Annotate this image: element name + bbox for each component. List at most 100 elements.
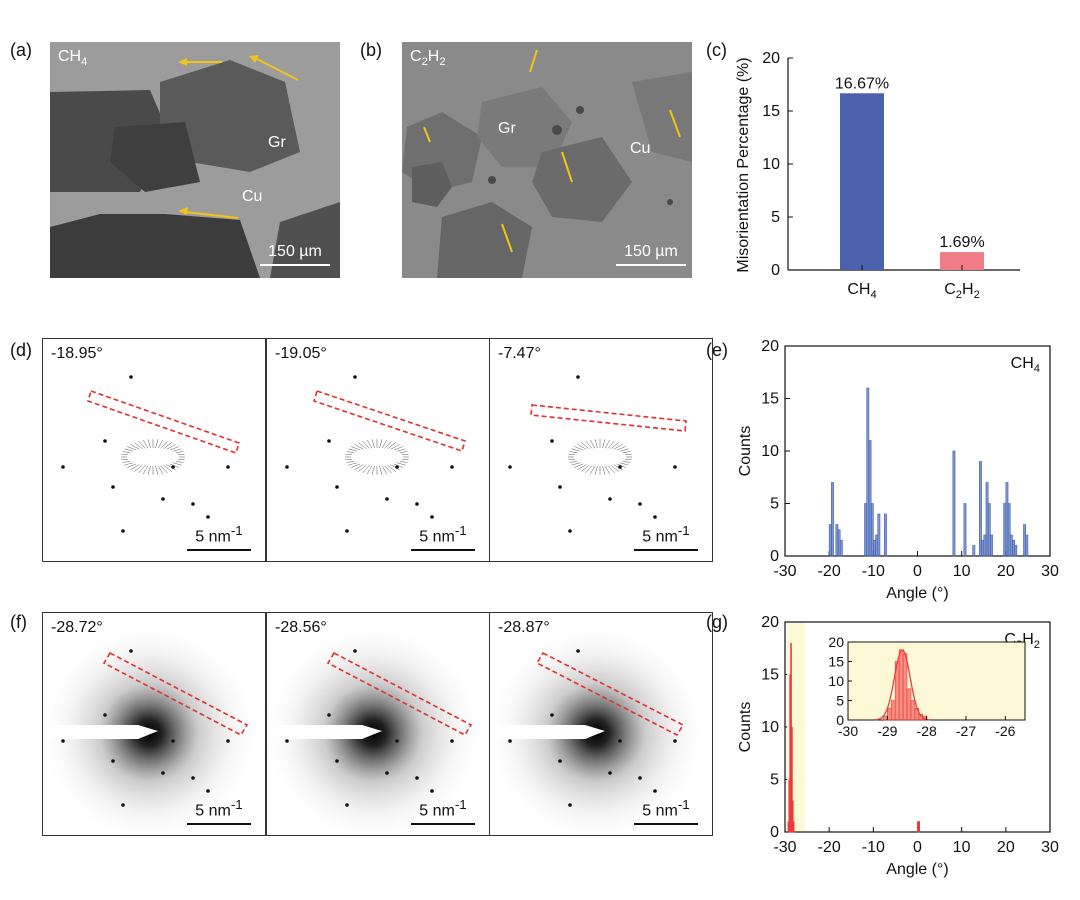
diffraction-spot [121, 803, 125, 807]
histogram-bar [1009, 534, 1013, 557]
x-tick-label: 20 [997, 839, 1015, 856]
inset-bar [910, 700, 916, 721]
scale-bar: 150 µm [260, 240, 330, 266]
diffraction-spot [191, 502, 195, 506]
diffraction-spot [353, 375, 357, 379]
x-tick-label: 10 [953, 839, 971, 856]
x-tick-label: -10 [862, 563, 885, 580]
gas-label-c2h2: C2H2 [410, 48, 446, 69]
diffraction-spot [103, 713, 107, 717]
inset-y-tick-label: 15 [828, 654, 844, 670]
diffraction-spot [618, 739, 622, 743]
x-tick-label: 20 [997, 563, 1015, 580]
x-tick-label: -10 [862, 839, 885, 856]
x-tick-label: -30 [773, 563, 796, 580]
diffraction-spot [61, 739, 65, 743]
histogram-bar [792, 800, 794, 832]
inset-y-tick-label: 10 [828, 673, 844, 689]
diffraction-spot [638, 776, 642, 780]
diffraction-spot [226, 465, 230, 469]
histogram-bar [981, 539, 985, 557]
y-tick-label: 0 [770, 824, 779, 841]
histogram-bar [790, 643, 792, 832]
diffraction-spot [345, 529, 349, 533]
diffraction-spot [618, 465, 622, 469]
y-tick-label: 20 [761, 338, 779, 355]
histogram-bar [1007, 503, 1011, 557]
diffraction-spot [576, 375, 580, 379]
gaussian-fit-curve [875, 649, 931, 721]
x-tick-label: 30 [1041, 563, 1059, 580]
inset-bar [902, 653, 908, 721]
diffraction-spot [111, 759, 115, 763]
y-tick-label: 5 [771, 209, 780, 226]
scale-bar: 5 nm-1 [411, 797, 475, 825]
x-tick-label: 10 [953, 563, 971, 580]
ch4-angle-histogram: -30 -20 -10 0 10 20 30 0 5 10 15 20 Angle (°) Counts C… [737, 338, 1059, 602]
diffraction-spot [608, 771, 612, 775]
diffraction-spot [121, 529, 125, 533]
diffraction-spot [226, 739, 230, 743]
panel-label-g: (g) [706, 612, 728, 632]
inset-x-tick-label: -27 [956, 723, 976, 739]
histogram-bar [831, 482, 834, 557]
x-tick-label: 0 [913, 839, 922, 856]
diffraction-spot [550, 439, 554, 443]
diffraction-spot [673, 739, 677, 743]
inset-y-tick-label: 0 [836, 712, 844, 728]
inset-x-tick-label: -29 [877, 723, 897, 739]
histogram-bar [875, 534, 879, 557]
diffraction-spot [206, 789, 210, 793]
histogram-bar [1014, 545, 1018, 557]
d-pattern-3: -7.47° 5 nm-1 [489, 338, 713, 562]
diffraction-spot [353, 649, 357, 653]
x-tick-label: -20 [818, 563, 841, 580]
panel-label-f: (f) [10, 612, 27, 632]
rotation-angle: -28.87° [498, 619, 550, 636]
histogram-bar [917, 821, 919, 832]
misorientation-bar-chart: 0 5 10 15 20 16.67% CH4 1.69% C2H2 Misorientation… [735, 50, 1020, 301]
diffraction-spot [161, 771, 165, 775]
beam-stop [267, 725, 382, 739]
histogram-bar [952, 450, 956, 557]
panel-label-e: (e) [706, 340, 728, 360]
diffraction-spot [335, 759, 339, 763]
inset-bar [883, 715, 888, 721]
panel-label-c: (c) [706, 40, 727, 60]
d-pattern-1: -18.95° 5 nm-1 [42, 338, 266, 562]
x-tick-label: -30 [773, 839, 796, 856]
histogram-bar [788, 779, 791, 832]
diffraction-spot [345, 803, 349, 807]
histogram-bar [1023, 524, 1027, 557]
histogram-bar [870, 503, 874, 557]
beam-stop [43, 725, 158, 739]
inset-bar [898, 649, 904, 721]
histogram-bar [792, 821, 795, 832]
series-annotation: CH4 [1011, 355, 1040, 375]
diffraction-spot [508, 465, 512, 469]
diffraction-spot [385, 497, 389, 501]
diffraction-spot [385, 771, 389, 775]
diffraction-spot [608, 497, 612, 501]
diffraction-spot [558, 485, 562, 489]
sem-image-ch4: CH4 Gr Cu 150 µm [50, 42, 340, 278]
rotation-angle: -28.56° [275, 619, 327, 636]
y-tick-label: 10 [761, 719, 779, 736]
y-axis-label: Counts [737, 702, 754, 753]
diffraction-spot [395, 739, 399, 743]
y-tick-label: 15 [762, 103, 780, 120]
diffraction-spot [653, 515, 657, 519]
diffraction-spot [206, 515, 210, 519]
rotation-angle: -18.95° [51, 345, 103, 362]
histogram-bar [963, 503, 967, 557]
diffraction-spot [103, 439, 107, 443]
beam-stop [127, 448, 179, 466]
inset-frame [847, 641, 1026, 721]
measurement-box [87, 389, 240, 455]
y-tick-label: 5 [770, 496, 779, 513]
y-tick-label: 5 [770, 772, 779, 789]
d-pattern-2: -19.05° 5 nm-1 [266, 338, 490, 562]
histogram-bar [864, 503, 868, 557]
inset-x-tick-label: -26 [995, 723, 1015, 739]
